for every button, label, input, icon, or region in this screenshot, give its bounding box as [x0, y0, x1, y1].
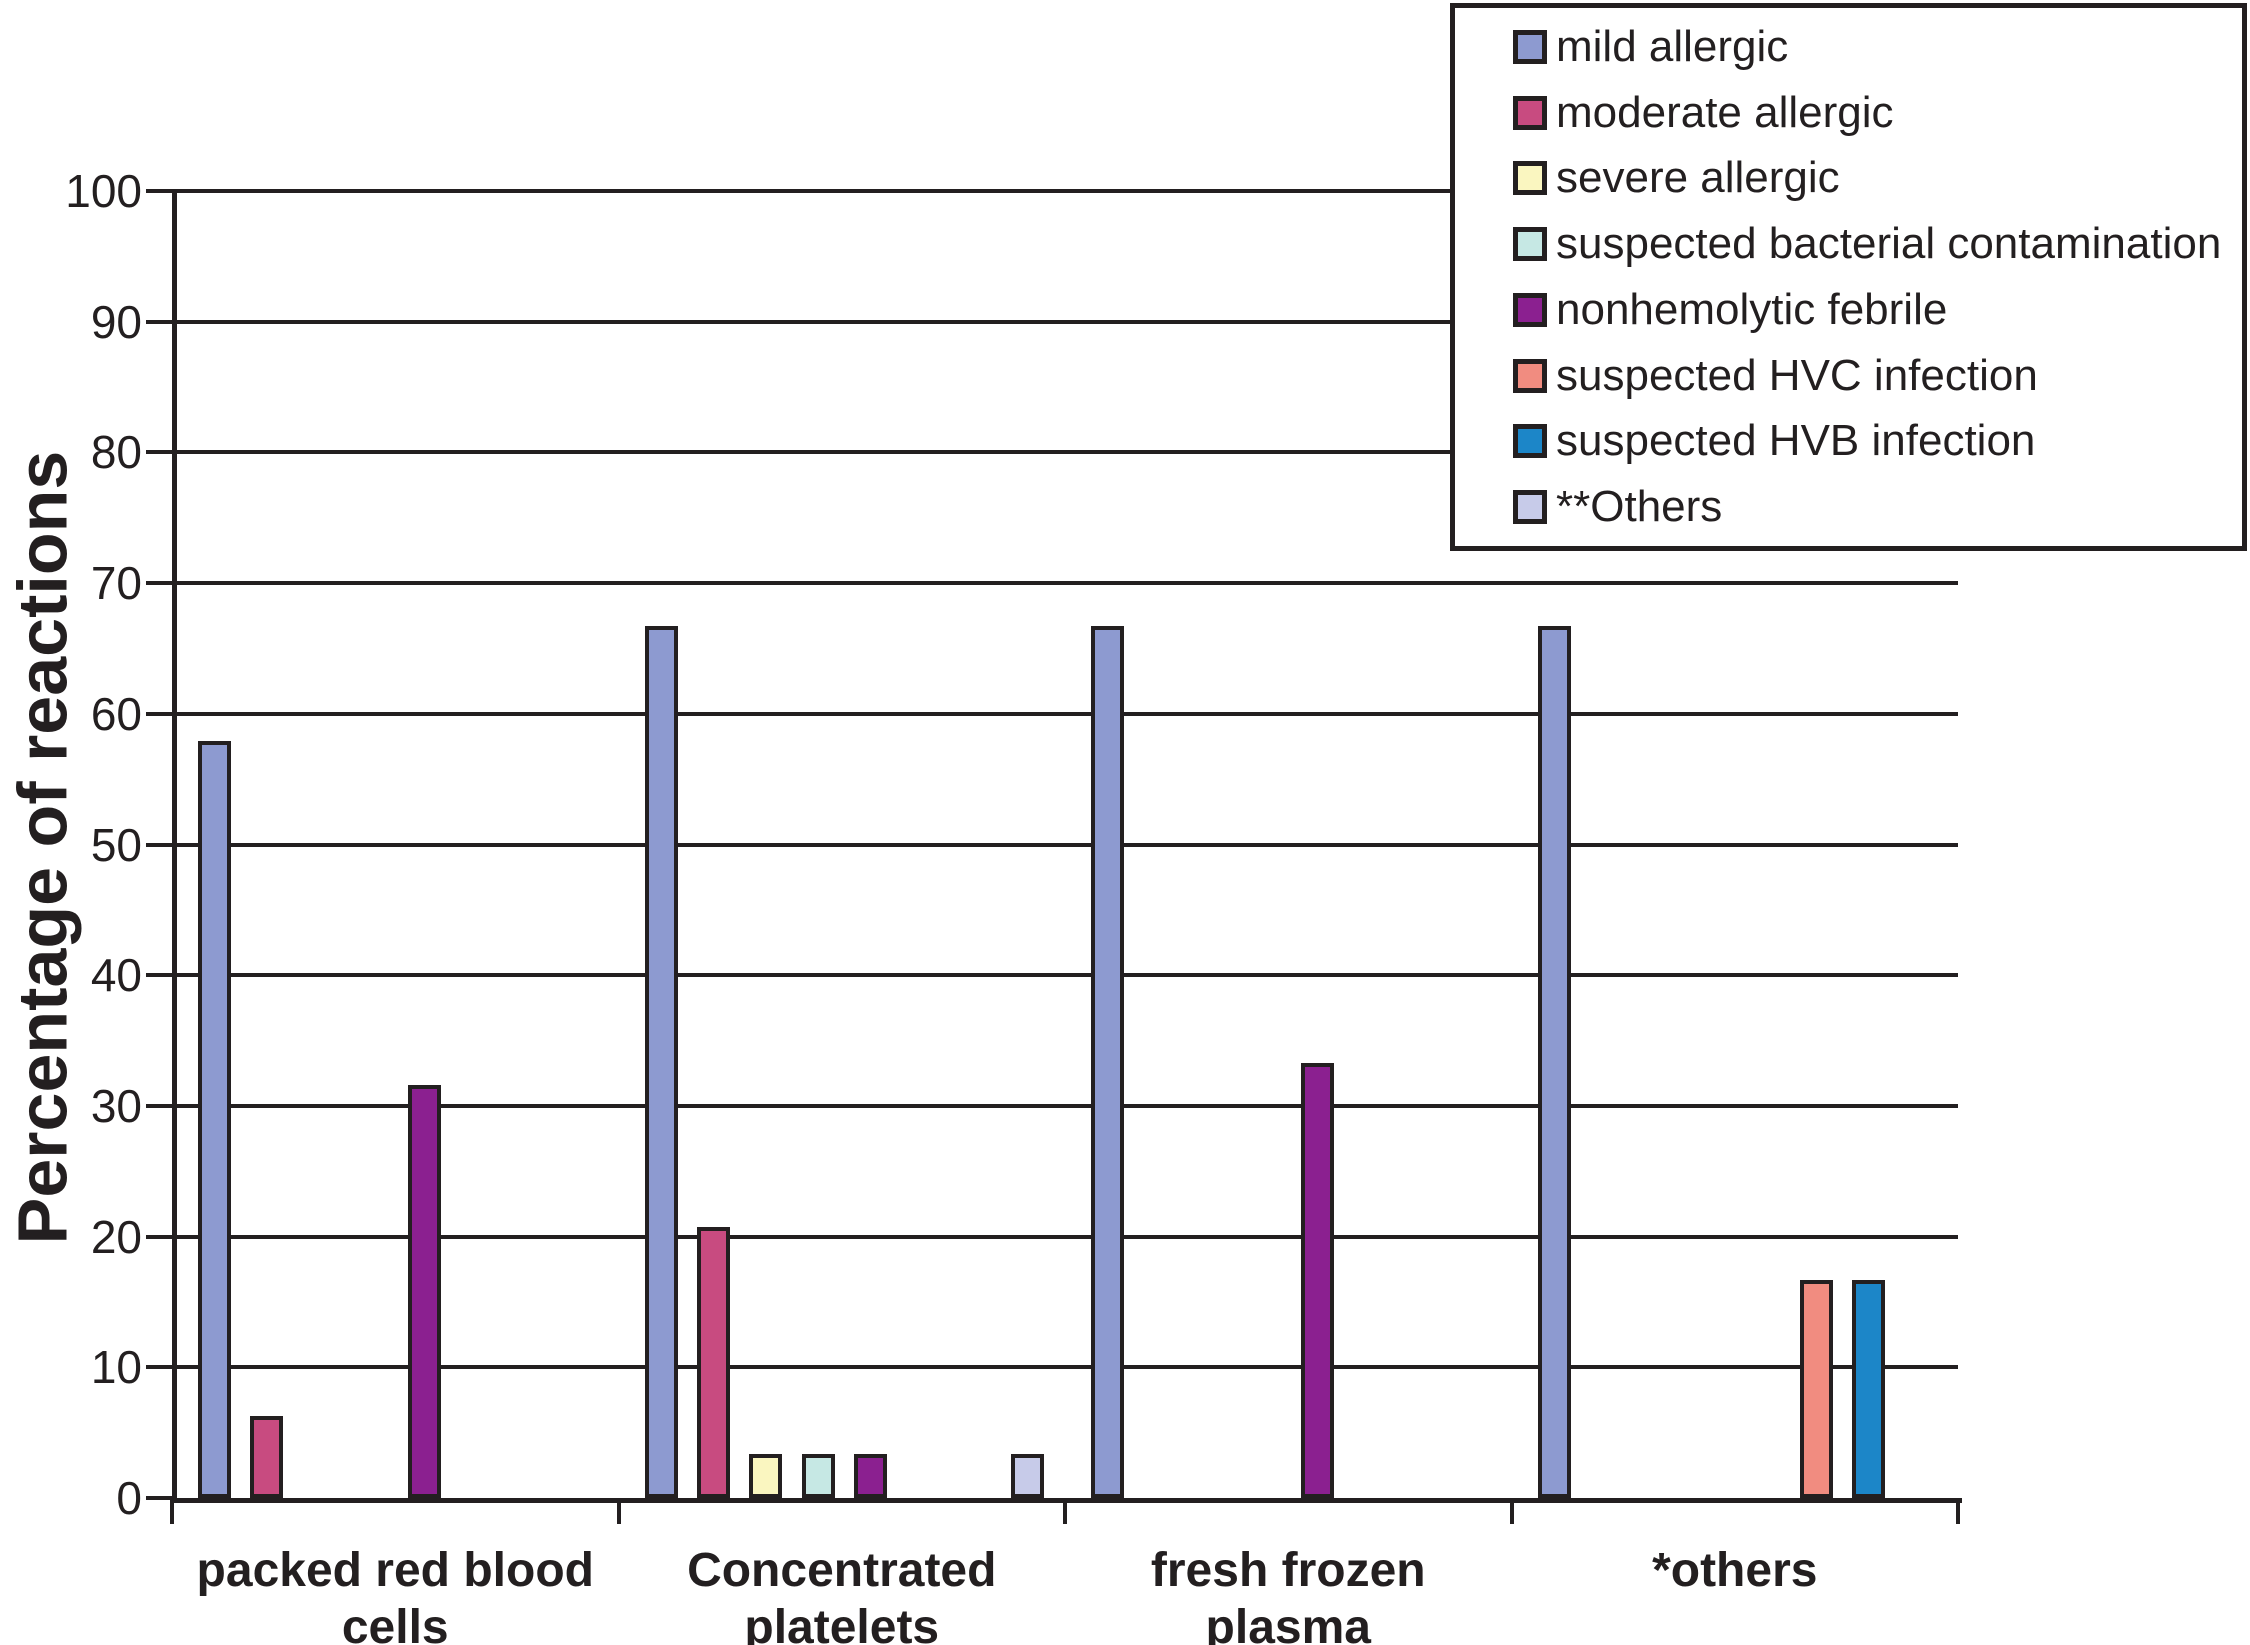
legend-swatch-icon — [1513, 29, 1547, 64]
legend-swatch-icon — [1513, 292, 1547, 327]
bar — [801, 1453, 835, 1498]
gridline-y50 — [172, 842, 1958, 847]
y-tick-label: 70 — [90, 557, 142, 610]
y-axis-tick — [146, 1365, 176, 1370]
y-tick-label: 50 — [90, 818, 142, 871]
x-category-label-line: Concentrated — [687, 1544, 997, 1597]
bar — [644, 626, 678, 1498]
y-axis-tick — [146, 319, 176, 324]
gridline-y20 — [172, 1234, 1958, 1239]
gridline-y60 — [172, 711, 1958, 716]
x-category-label: *others — [1512, 1542, 1959, 1599]
bar — [854, 1453, 888, 1498]
bar — [749, 1453, 783, 1498]
legend-item: severe allergic — [1513, 154, 2242, 202]
legend-item: mild allergic — [1513, 21, 2242, 71]
bar — [1011, 1453, 1045, 1498]
y-tick-label: 20 — [90, 1210, 142, 1263]
y-axis-tick — [146, 1496, 176, 1500]
bar — [696, 1227, 730, 1498]
legend-item: suspected bacterial contamination — [1513, 220, 2242, 268]
legend-swatch-icon — [1513, 161, 1547, 196]
gridline-y100 — [172, 189, 1958, 193]
x-category-label: Concentrated platelets — [619, 1542, 1066, 1645]
gridline-y30 — [172, 1103, 1958, 1108]
legend-swatch-icon — [1513, 358, 1547, 393]
legend-label: **Others — [1556, 482, 1723, 532]
y-tick-label: 60 — [90, 687, 142, 740]
bar — [1851, 1279, 1885, 1498]
gridline-y10 — [172, 1365, 1958, 1370]
gridline-y40 — [172, 973, 1958, 978]
x-category-label-line: fresh frozen — [1150, 1544, 1426, 1597]
legend-swatch-icon — [1513, 227, 1547, 262]
legend: mild allergic moderate allergic severe all… — [1450, 3, 2247, 551]
legend-swatch-icon — [1513, 490, 1547, 525]
y-tick-label: 100 — [65, 165, 142, 217]
x-category-label-line: *others — [1652, 1544, 1818, 1597]
x-axis-tick — [1509, 1498, 1514, 1524]
bar — [198, 741, 231, 1498]
x-category-label: fresh frozen plasma — [1065, 1542, 1512, 1645]
legend-swatch-icon — [1513, 424, 1547, 459]
legend-label: mild allergic — [1556, 21, 1789, 71]
y-axis-tick — [146, 1234, 176, 1239]
y-axis-tick — [146, 189, 176, 193]
legend-item: **Others — [1513, 483, 2242, 531]
y-tick-label: 90 — [90, 295, 142, 348]
bar — [1091, 626, 1124, 1498]
gridline-y80 — [172, 450, 1958, 455]
bar — [250, 1415, 284, 1498]
x-category-label-line: cells — [341, 1601, 449, 1645]
legend-label: suspected bacterial contamination — [1556, 219, 2222, 269]
y-axis-tick — [146, 1103, 176, 1108]
x-category-label-line: plasma — [1205, 1601, 1371, 1645]
x-axis-tick — [1956, 1498, 1960, 1524]
bar — [1537, 626, 1571, 1498]
bar — [407, 1084, 441, 1498]
bar — [1300, 1062, 1334, 1498]
y-tick-label: 0 — [116, 1472, 142, 1524]
x-category-label-line: platelets — [744, 1601, 940, 1645]
gridline-y70 — [172, 581, 1958, 586]
legend-label: moderate allergic — [1556, 87, 1894, 137]
y-axis-tick — [146, 973, 176, 978]
bar — [1799, 1279, 1833, 1498]
y-axis-tick — [146, 711, 176, 716]
y-tick-label: 80 — [90, 426, 142, 479]
x-axis-tick — [616, 1498, 621, 1524]
legend-label: suspected HVC infection — [1556, 350, 2038, 400]
x-axis-tick — [170, 1498, 174, 1524]
x-category-label: packed red blood cells — [172, 1542, 619, 1645]
y-axis-tick — [146, 581, 176, 586]
x-axis-tick — [1063, 1498, 1067, 1524]
legend-label: nonhemolytic febrile — [1556, 284, 1948, 334]
y-axis-line — [172, 191, 177, 1498]
legend-item: nonhemolytic febrile — [1513, 284, 2242, 334]
legend-label: suspected HVB infection — [1556, 416, 2036, 466]
legend-swatch-icon — [1513, 95, 1547, 130]
y-tick-label: 30 — [90, 1079, 142, 1132]
legend-label: severe allergic — [1556, 153, 1840, 203]
y-axis-tick — [146, 842, 176, 847]
legend-item: moderate allergic — [1513, 87, 2242, 137]
y-tick-label: 40 — [90, 949, 142, 1002]
legend-item: suspected HVB infection — [1513, 417, 2242, 465]
x-axis-line — [172, 1498, 1962, 1503]
y-tick-label: 10 — [90, 1341, 142, 1394]
y-axis-tick — [146, 450, 176, 455]
x-category-label-line: packed red blood — [196, 1544, 594, 1597]
legend-item: suspected HVC infection — [1513, 350, 2242, 400]
gridline-y90 — [172, 319, 1958, 324]
